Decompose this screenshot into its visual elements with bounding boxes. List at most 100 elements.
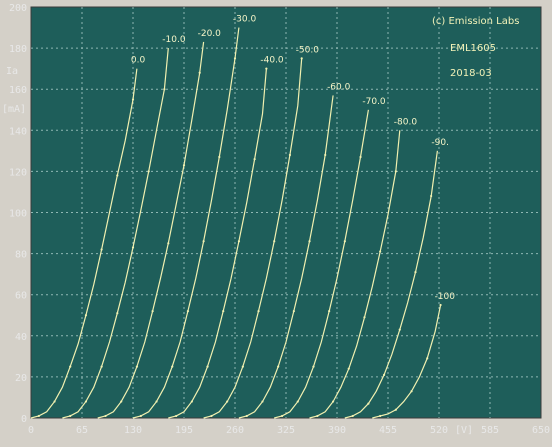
curve-point	[363, 316, 366, 319]
curve-point	[84, 314, 88, 317]
curve-point	[300, 57, 303, 60]
curve-point	[308, 240, 311, 243]
curve-line	[309, 130, 401, 419]
curve-point	[226, 400, 229, 403]
curve-point	[104, 414, 107, 418]
curve-point	[116, 312, 119, 315]
curve-line	[372, 304, 442, 419]
y-tick-label: 200	[9, 3, 27, 14]
y-tick-label: 60	[15, 291, 27, 302]
copyright-annotation: (c) Emission Labs	[432, 16, 519, 27]
curve-point	[347, 367, 350, 370]
curve-point	[210, 414, 213, 418]
curve-label: -40.0	[260, 56, 284, 66]
curve-point	[182, 164, 186, 167]
curve-point	[53, 400, 56, 403]
curve-point	[69, 365, 72, 368]
curve-point	[292, 310, 295, 313]
curve-point	[198, 71, 201, 74]
curve-point	[394, 170, 397, 173]
curve-point	[116, 174, 119, 177]
curve-label: -60.0	[327, 82, 351, 92]
curve-point	[241, 365, 244, 368]
curve-point	[100, 365, 103, 368]
curve-label: -70.0	[362, 97, 386, 107]
curve-label: -30.0	[233, 15, 257, 25]
curve-line	[168, 68, 267, 419]
curve-point	[190, 400, 193, 403]
curve-label: 0.0	[131, 56, 146, 66]
curve-point	[171, 365, 174, 368]
y-tick-label: 100	[9, 209, 27, 220]
curve-line	[274, 109, 369, 419]
curve-label: -20.0	[198, 29, 222, 39]
x-tick-label: 195	[175, 425, 193, 436]
curve-line	[203, 58, 303, 419]
y-tick-label: 40	[15, 332, 27, 343]
curve-point	[288, 153, 292, 157]
curve-point	[100, 248, 103, 251]
x-tick-label: 585	[481, 425, 499, 436]
curve-point	[233, 57, 237, 60]
y-axis-label: Ia	[6, 66, 18, 77]
curve-point	[439, 303, 442, 307]
y-tick-label: 180	[9, 44, 27, 55]
curve-point	[135, 365, 139, 368]
curve-point	[37, 414, 40, 418]
curve-point	[379, 414, 382, 418]
curve-point	[394, 408, 397, 411]
curve-point	[261, 400, 264, 403]
curve-group	[30, 27, 442, 419]
curve-point	[218, 155, 221, 159]
curve-point	[382, 373, 386, 376]
x-axis-unit: [V]	[455, 425, 473, 436]
y-tick-label: 80	[15, 250, 27, 261]
y-tick-label: 0	[21, 414, 27, 425]
curve-point	[379, 250, 382, 253]
curve-label: -90.	[431, 138, 449, 148]
curve-point	[257, 310, 260, 313]
curve-point	[277, 365, 280, 368]
y-tick-label: 160	[9, 85, 27, 96]
curve-point	[351, 414, 354, 418]
curve-point	[245, 414, 248, 418]
curve-label-group: 0.0 -10.0 -20.0 -30.0 -40.0 -50.0 -60.0 -70.0 -8…	[131, 15, 455, 302]
curve-point	[139, 414, 142, 418]
y-axis-unit: [mA]	[2, 104, 26, 115]
curve-point	[186, 310, 190, 313]
curve-point	[273, 240, 276, 243]
curve-point	[131, 246, 135, 249]
curve-point	[331, 400, 335, 403]
curve-point	[175, 414, 178, 418]
x-tick-label: 0	[28, 425, 34, 436]
x-tick-label: 650	[532, 425, 550, 436]
curve-point	[312, 365, 315, 368]
y-tick-label: 120	[9, 167, 27, 178]
curve-line	[344, 150, 438, 419]
curve-label: -80.0	[394, 117, 418, 127]
curve-point	[163, 88, 166, 91]
curve-label: -50.0	[296, 45, 320, 55]
curve-point	[280, 414, 284, 418]
curve-point	[206, 365, 209, 368]
x-tick-label: 520	[430, 425, 448, 436]
x-tick-label: 325	[277, 425, 295, 436]
model-annotation: EML1605	[450, 43, 496, 54]
curve-label: -10.0	[162, 35, 186, 45]
curve-point	[426, 357, 429, 360]
y-tick-label: 20	[15, 373, 27, 384]
curve-point	[430, 194, 433, 198]
curve-point	[147, 170, 150, 173]
curve-point	[359, 155, 362, 159]
grid-lines	[31, 7, 541, 418]
curve-point	[151, 310, 154, 313]
curve-point	[120, 400, 123, 403]
x-tick-label: 65	[76, 425, 88, 436]
y-tick-label: 140	[9, 126, 27, 137]
x-tick-label: 455	[379, 425, 397, 436]
curve-point	[202, 240, 205, 243]
curve-line	[238, 95, 334, 419]
curve-point	[316, 414, 319, 418]
